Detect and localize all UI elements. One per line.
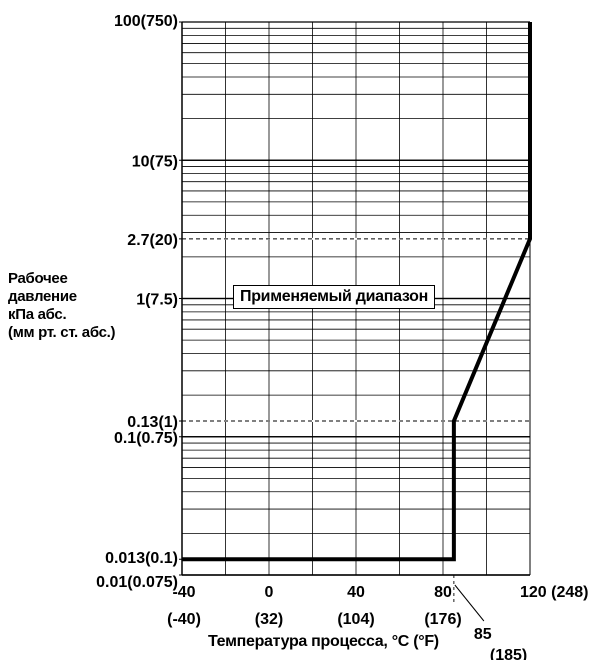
y-tick-label: 100(750) (114, 13, 178, 30)
y-tick-label: 1(7.5) (136, 292, 178, 309)
series-line (182, 22, 532, 562)
x-tick-label: 0 (265, 584, 274, 601)
tick-labels: 100(750) 10(75) 2.7(20) 1(7.5) 0.13(1)0.1(0.… (96, 13, 588, 660)
dashed-reference-lines (182, 237, 530, 603)
y-tick-label: 0.13(1) (127, 414, 178, 431)
y-tick-label: 0.013(0.1) (105, 550, 178, 567)
y-axis-label-line: (мм рт. ст. абс.) (8, 324, 116, 341)
y-tick-label: 0.1(0.75) (114, 430, 178, 447)
y-axis-label-line: давление (8, 288, 77, 305)
x-annotation-sublabel: (185) (490, 647, 527, 660)
x-tick-sublabel: (176) (424, 611, 461, 628)
applicable-range-boundary (182, 22, 532, 562)
x-tick-label: -40 (172, 584, 195, 601)
x-axis-label: Температура процесса, °C (°F) (208, 633, 439, 650)
y-axis-label-line: кПа абс. (8, 306, 67, 323)
x-tick-label: 80 (434, 584, 452, 601)
applicable-range-label: Применяемый диапазон (233, 285, 435, 309)
grid (182, 21, 530, 576)
y-axis-label-line: Рабочее (8, 270, 68, 287)
x-tick-sublabel: (104) (337, 611, 374, 628)
x-tick-label: 40 (347, 584, 365, 601)
x-tick-sublabel: (-40) (167, 611, 201, 628)
x-tick-label: 120 (248) (520, 584, 589, 601)
y-tick-label: 2.7(20) (127, 232, 178, 249)
y-tick-label: 0.01(0.075) (96, 574, 178, 591)
x-tick-sublabel: (32) (255, 611, 283, 628)
y-tick-label: 10(75) (132, 153, 178, 170)
annotation-leader-line (454, 584, 485, 622)
x-annotation-label: 85 (474, 626, 492, 643)
y-axis-label: Рабочее давление кПа абс. (мм рт. ст. аб… (8, 270, 116, 342)
